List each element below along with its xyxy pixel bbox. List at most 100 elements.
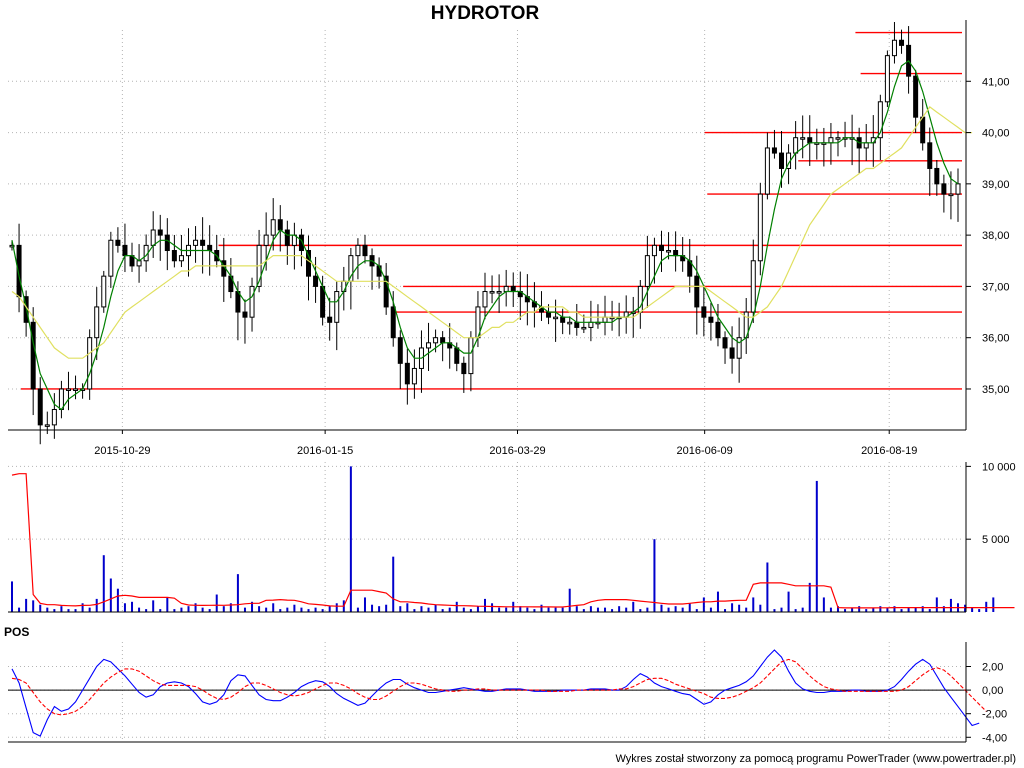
volume-bar xyxy=(702,597,705,612)
candle-body xyxy=(440,337,446,344)
volume-bar xyxy=(639,609,642,612)
candle-body xyxy=(171,250,177,262)
footer-credit: Wykres został stworzony za pomocą progra… xyxy=(615,753,1016,765)
volume-bar xyxy=(653,539,656,612)
volume-bar xyxy=(660,604,663,612)
volume-bar xyxy=(780,607,783,612)
pos-tick-label: -2,00 xyxy=(982,709,1007,721)
candle-body xyxy=(941,183,947,195)
volume-bar xyxy=(356,607,359,612)
volume-bar xyxy=(907,607,910,612)
candle-body xyxy=(193,239,199,246)
candle-body xyxy=(65,388,71,391)
volume-bar xyxy=(145,609,148,612)
candle-body xyxy=(546,311,552,318)
volume-bar xyxy=(272,603,275,612)
volume-bar xyxy=(265,607,268,612)
volume-bar xyxy=(307,609,310,612)
volume-bar xyxy=(731,603,734,612)
candle-body xyxy=(468,337,474,375)
candle-body xyxy=(341,280,347,293)
volume-bar xyxy=(618,606,621,612)
volume-bar xyxy=(194,603,197,612)
volume-bar xyxy=(829,607,832,612)
volume-bar xyxy=(738,604,741,612)
volume-bar xyxy=(420,606,423,612)
pos-axis: 2,00 0,00 -2,00 -4,00 xyxy=(8,642,1007,744)
candle-body xyxy=(306,250,312,277)
pos-tick-label: 2,00 xyxy=(982,662,1003,674)
candle-body xyxy=(934,167,940,185)
volume-bar xyxy=(46,607,49,612)
volume-bar xyxy=(229,603,232,612)
candle-body xyxy=(235,291,241,313)
candle-body xyxy=(454,347,460,364)
candle-body xyxy=(574,321,580,328)
volume-bar xyxy=(201,607,204,612)
volume-bar xyxy=(801,607,804,612)
candle-body xyxy=(666,250,672,253)
volume-bar xyxy=(251,601,254,612)
volume-tick-label: 5 000 xyxy=(982,534,1010,546)
candle-body xyxy=(736,337,742,359)
volume-bar xyxy=(335,603,338,612)
candle-body xyxy=(249,285,255,318)
volume-bar xyxy=(900,609,903,612)
volume-bar xyxy=(392,556,395,612)
volume-bar xyxy=(681,607,684,612)
volume-bar xyxy=(921,606,924,612)
volume-bar xyxy=(716,591,719,612)
candle-body xyxy=(136,260,142,267)
volume-bar xyxy=(872,607,875,612)
volume-bar xyxy=(53,609,56,612)
price-tick-label: 39,00 xyxy=(982,179,1010,191)
candle-body xyxy=(87,337,93,390)
candle-body xyxy=(793,137,799,154)
volume-bar xyxy=(74,609,77,612)
candle-body xyxy=(877,101,883,139)
candle-body xyxy=(94,306,100,339)
volume-bar xyxy=(971,607,974,612)
candle-body xyxy=(404,362,410,385)
volume-bar xyxy=(596,607,599,612)
volume-bar xyxy=(858,606,861,612)
volume-bar xyxy=(759,604,762,612)
candle-body xyxy=(44,424,50,427)
price-tick-label: 38,00 xyxy=(982,230,1010,242)
volume-bar xyxy=(406,603,409,612)
volume-panel: 5 000 10 000 xyxy=(8,461,1016,613)
date-tick-label: 2015-10-29 xyxy=(94,445,150,457)
volume-bar xyxy=(88,607,91,612)
volume-bar xyxy=(646,607,649,612)
candle-body xyxy=(37,388,43,426)
candle-body xyxy=(800,137,806,140)
price-tick-label: 37,00 xyxy=(982,281,1010,293)
pos-lines xyxy=(11,649,987,737)
candle-body xyxy=(828,137,834,144)
candle-body xyxy=(708,316,714,323)
candle-body xyxy=(397,337,403,364)
price-panel: 35,00 36,00 37,00 38,00 39,00 40,00 41,00 2015-… xyxy=(8,20,1010,457)
volume-bar xyxy=(187,606,190,612)
candle-body xyxy=(426,342,432,349)
volume-bar xyxy=(109,578,112,612)
volume-bar xyxy=(385,604,388,612)
candle-body xyxy=(383,275,389,308)
candle-body xyxy=(461,362,467,375)
candle-body xyxy=(298,234,304,252)
volume-bar xyxy=(886,607,889,612)
price-grid xyxy=(8,30,962,430)
volume-bar xyxy=(123,603,126,612)
volume-bar xyxy=(321,609,324,612)
volume-bar xyxy=(427,607,430,612)
volume-bar xyxy=(491,603,494,612)
sma_long-line xyxy=(11,106,973,359)
volume-bar xyxy=(589,606,592,612)
candle-body xyxy=(884,55,890,103)
volume-bar xyxy=(822,597,825,612)
volume-bar xyxy=(328,606,331,612)
candle-body xyxy=(207,244,213,252)
volume-bar xyxy=(131,601,134,612)
candle-body xyxy=(482,291,488,308)
